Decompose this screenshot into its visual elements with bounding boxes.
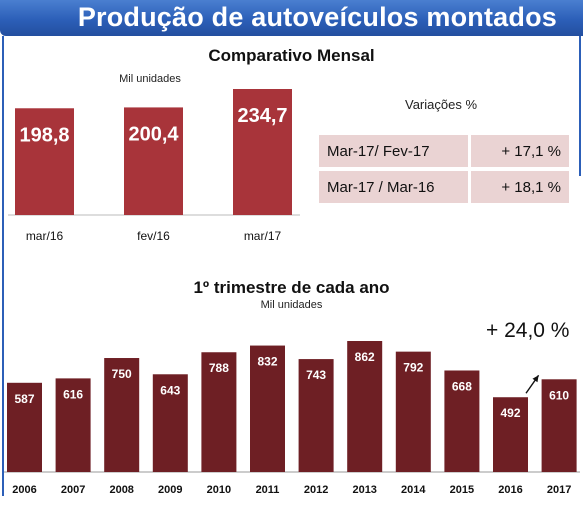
- variation-row: Mar-17 / Mar-16 + 18,1 %: [319, 171, 569, 203]
- quarterly-category-label: 2010: [207, 484, 231, 496]
- quarterly-bar: [250, 345, 285, 472]
- variation-row: Mar-17/ Fev-17 + 17,1 %: [319, 135, 569, 167]
- quarterly-category-label: 2013: [352, 484, 376, 496]
- quarterly-bar-value-label: 668: [452, 379, 472, 393]
- quarterly-bar: [493, 397, 528, 472]
- quarterly-category-label: 2014: [401, 484, 426, 496]
- quarterly-bar: [395, 351, 431, 472]
- monthly-category-label: fev/16: [137, 229, 170, 243]
- quarterly-category-label: 2015: [450, 484, 474, 496]
- monthly-chart-unit: Mil unidades: [119, 73, 181, 85]
- quarterly-bar: [7, 382, 42, 472]
- quarterly-bar: [152, 374, 188, 472]
- frame-left-border: [2, 36, 4, 496]
- variations-title: Variações %: [405, 97, 478, 112]
- quarterly-category-label: 2016: [498, 484, 522, 496]
- monthly-bar: [124, 107, 183, 215]
- monthly-bar: [15, 108, 74, 215]
- quarterly-bar: [541, 379, 577, 472]
- quarterly-chart-unit: Mil unidades: [260, 299, 323, 311]
- variations-table: Mar-17/ Fev-17 + 17,1 % Mar-17 / Mar-16 …: [319, 131, 569, 207]
- monthly-bar: [233, 89, 292, 215]
- quarterly-bar: [444, 370, 480, 472]
- quarterly-bar: [201, 352, 237, 472]
- quarterly-bar-value-label: 792: [403, 361, 423, 375]
- quarterly-bar-value-label: 862: [355, 350, 375, 364]
- growth-annotation: + 24,0 %: [486, 319, 570, 342]
- monthly-bar-value-label: 198,8: [19, 124, 69, 146]
- quarterly-bar-value-label: 832: [257, 355, 277, 369]
- title-banner: Produção de autoveículos montados: [0, 0, 583, 36]
- variation-label: Mar-17/ Fev-17: [319, 135, 471, 167]
- page-title: Produção de autoveículos montados: [77, 2, 557, 32]
- quarterly-category-label: 2007: [61, 484, 85, 496]
- quarterly-category-label: 2006: [12, 484, 36, 496]
- quarterly-chart-title: 1º trimestre de cada ano: [193, 278, 390, 297]
- quarterly-bar-value-label: 750: [112, 367, 132, 381]
- quarterly-category-label: 2017: [547, 484, 571, 496]
- monthly-bar-value-label: 234,7: [237, 105, 287, 127]
- frame-right-border: [579, 36, 581, 176]
- monthly-bar-value-label: 200,4: [128, 123, 179, 145]
- quarterly-category-label: 2008: [109, 484, 133, 496]
- quarterly-bar: [55, 378, 91, 472]
- monthly-category-label: mar/17: [244, 229, 282, 243]
- quarterly-bar-value-label: 788: [209, 361, 229, 375]
- quarterly-bar: [104, 358, 140, 472]
- quarterly-category-label: 2011: [256, 484, 280, 496]
- quarterly-bar-value-label: 616: [63, 387, 83, 401]
- monthly-category-label: mar/16: [26, 229, 64, 243]
- quarterly-bar: [298, 359, 334, 472]
- quarterly-bar: [347, 341, 383, 472]
- quarterly-bar-value-label: 610: [549, 388, 569, 402]
- variation-label: Mar-17 / Mar-16: [319, 171, 471, 203]
- quarterly-bar-value-label: 743: [306, 368, 326, 382]
- quarterly-bar-value-label: 492: [500, 406, 520, 420]
- monthly-chart-title: Comparativo Mensal: [208, 46, 375, 65]
- quarterly-category-label: 2009: [158, 484, 182, 496]
- quarterly-bar-value-label: 643: [160, 383, 180, 397]
- variation-value: + 18,1 %: [471, 171, 569, 203]
- quarterly-category-label: 2012: [304, 484, 328, 496]
- quarterly-bar-value-label: 587: [14, 392, 34, 406]
- growth-arrow-head: [532, 375, 539, 383]
- variation-value: + 17,1 %: [471, 135, 569, 167]
